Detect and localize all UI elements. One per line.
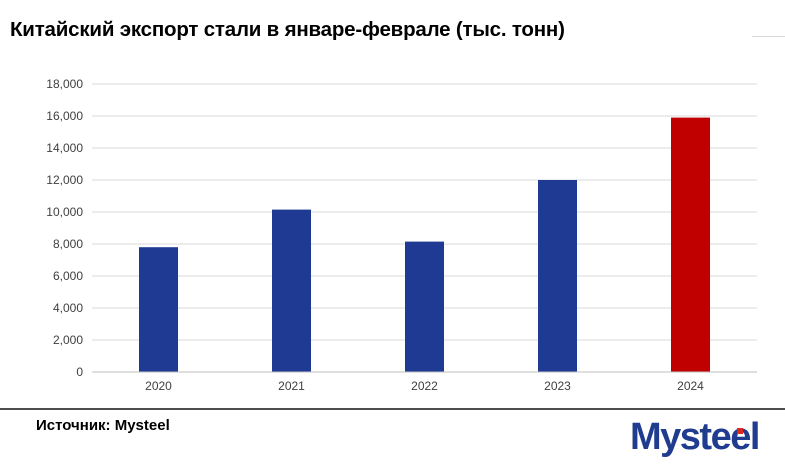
bar-2020 [139, 247, 178, 372]
bar-2024 [671, 117, 710, 372]
footer-divider [0, 408, 785, 410]
x-axis-tick-labels: 2020 2021 2022 2023 2024 [145, 379, 704, 393]
y-axis-tick-labels: 0 2,000 4,000 6,000 8,000 10,000 12,000 14,000 1… [46, 77, 83, 379]
bar-2023 [538, 180, 577, 372]
x-tick-label: 2020 [145, 379, 172, 393]
svg-text:Mysteel: Mysteel [630, 416, 759, 458]
chart-title: Китайский экспорт стали в январе-феврале… [10, 18, 565, 41]
y-tick-label: 6,000 [53, 269, 83, 283]
y-tick-label: 14,000 [46, 141, 83, 155]
source-note: Источник: Mysteel [36, 417, 170, 434]
x-tick-label: 2024 [677, 379, 704, 393]
y-tick-label: 0 [76, 365, 83, 379]
x-tick-label: 2021 [278, 379, 305, 393]
bar-chart: 0 2,000 4,000 6,000 8,000 10,000 12,000 14,000 1… [46, 77, 757, 393]
y-tick-label: 10,000 [46, 205, 83, 219]
x-tick-label: 2023 [544, 379, 571, 393]
y-tick-label: 2,000 [53, 333, 83, 347]
x-tick-label: 2022 [411, 379, 438, 393]
y-tick-label: 4,000 [53, 301, 83, 315]
y-tick-label: 8,000 [53, 237, 83, 251]
mysteel-logo: Mysteel [630, 416, 760, 458]
bar-2022 [405, 241, 444, 372]
y-tick-label: 16,000 [46, 109, 83, 123]
y-tick-label: 12,000 [46, 173, 83, 187]
bar-2021 [272, 209, 311, 372]
title-divider [752, 36, 785, 37]
bars [139, 117, 710, 372]
y-tick-label: 18,000 [46, 77, 83, 91]
